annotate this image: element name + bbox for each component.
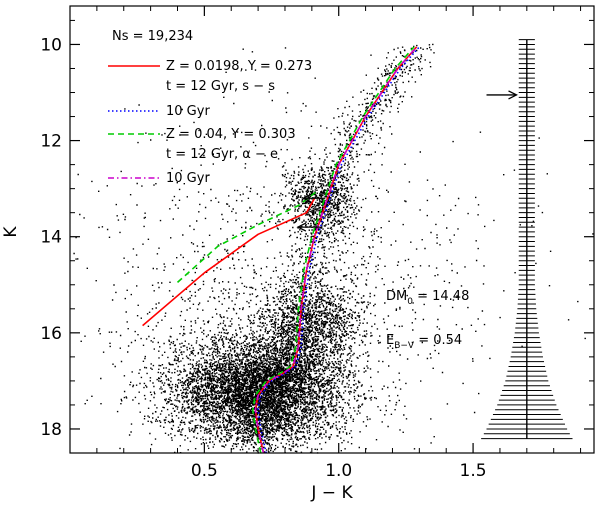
arrow-right-0	[486, 90, 518, 100]
horizontal-branch-1	[176, 190, 318, 283]
isochrone-3	[254, 46, 418, 454]
legend-sublabel-0: t = 12 Gyr, s − s	[166, 79, 275, 94]
plot-frame	[69, 5, 595, 454]
x-tick-label: 0.5	[191, 461, 218, 481]
isochrone-lines	[142, 46, 420, 454]
legend-label-1: 10 Gyr	[166, 104, 210, 119]
x-tick-label: 1.0	[325, 461, 352, 481]
arrow-left-2	[296, 222, 320, 232]
legend-label-3: 10 Gyr	[166, 171, 210, 186]
legend-label-2: Z = 0.04, Y = 0.303	[166, 127, 296, 142]
distance-modulus-annotation: DM0 = 14.48	[386, 289, 469, 307]
y-tick-label: 14	[40, 228, 62, 248]
y-tick-label: 18	[40, 420, 62, 440]
dm-subscript: 0	[407, 297, 413, 307]
ebv-value: = 0.54	[414, 333, 462, 348]
horizontal-branch-0	[142, 197, 316, 327]
ebv-subscript: B−V	[394, 341, 415, 351]
legend-sublabel-2: t = 12 Gyr, α − e	[166, 147, 278, 162]
axis-ticks: 0.5 1.0 1.5 10 12 14 16 18	[40, 6, 594, 481]
star-scatter	[73, 43, 594, 454]
legend-label-0: Z = 0.0198, Y = 0.273	[166, 59, 312, 74]
y-tick-label: 16	[40, 324, 62, 344]
dm-value: = 14.48	[413, 289, 469, 304]
reddening-annotation: EB−V = 0.54	[386, 333, 462, 351]
y-axis-title: K	[1, 226, 21, 238]
isochrone-2	[251, 46, 415, 454]
star-points	[73, 43, 594, 454]
arrow-head	[508, 90, 518, 100]
y-tick-label: 12	[40, 132, 62, 152]
ebv-label: E	[386, 333, 394, 348]
x-tick-label: 1.5	[460, 461, 487, 481]
legend: Ns = 19,234 Z = 0.0198, Y = 0.273 t = 12…	[108, 29, 312, 186]
x-axis-title: J − K	[310, 483, 353, 503]
arrow-head	[296, 222, 307, 232]
photometric-error-bars	[481, 39, 573, 440]
star-count-label: Ns = 19,234	[112, 29, 193, 44]
annotation-arrows	[296, 90, 518, 232]
arrow-head	[301, 193, 312, 203]
dm-label: DM	[386, 289, 407, 304]
arrow-left-1	[301, 193, 326, 203]
y-tick-label: 10	[40, 35, 62, 55]
